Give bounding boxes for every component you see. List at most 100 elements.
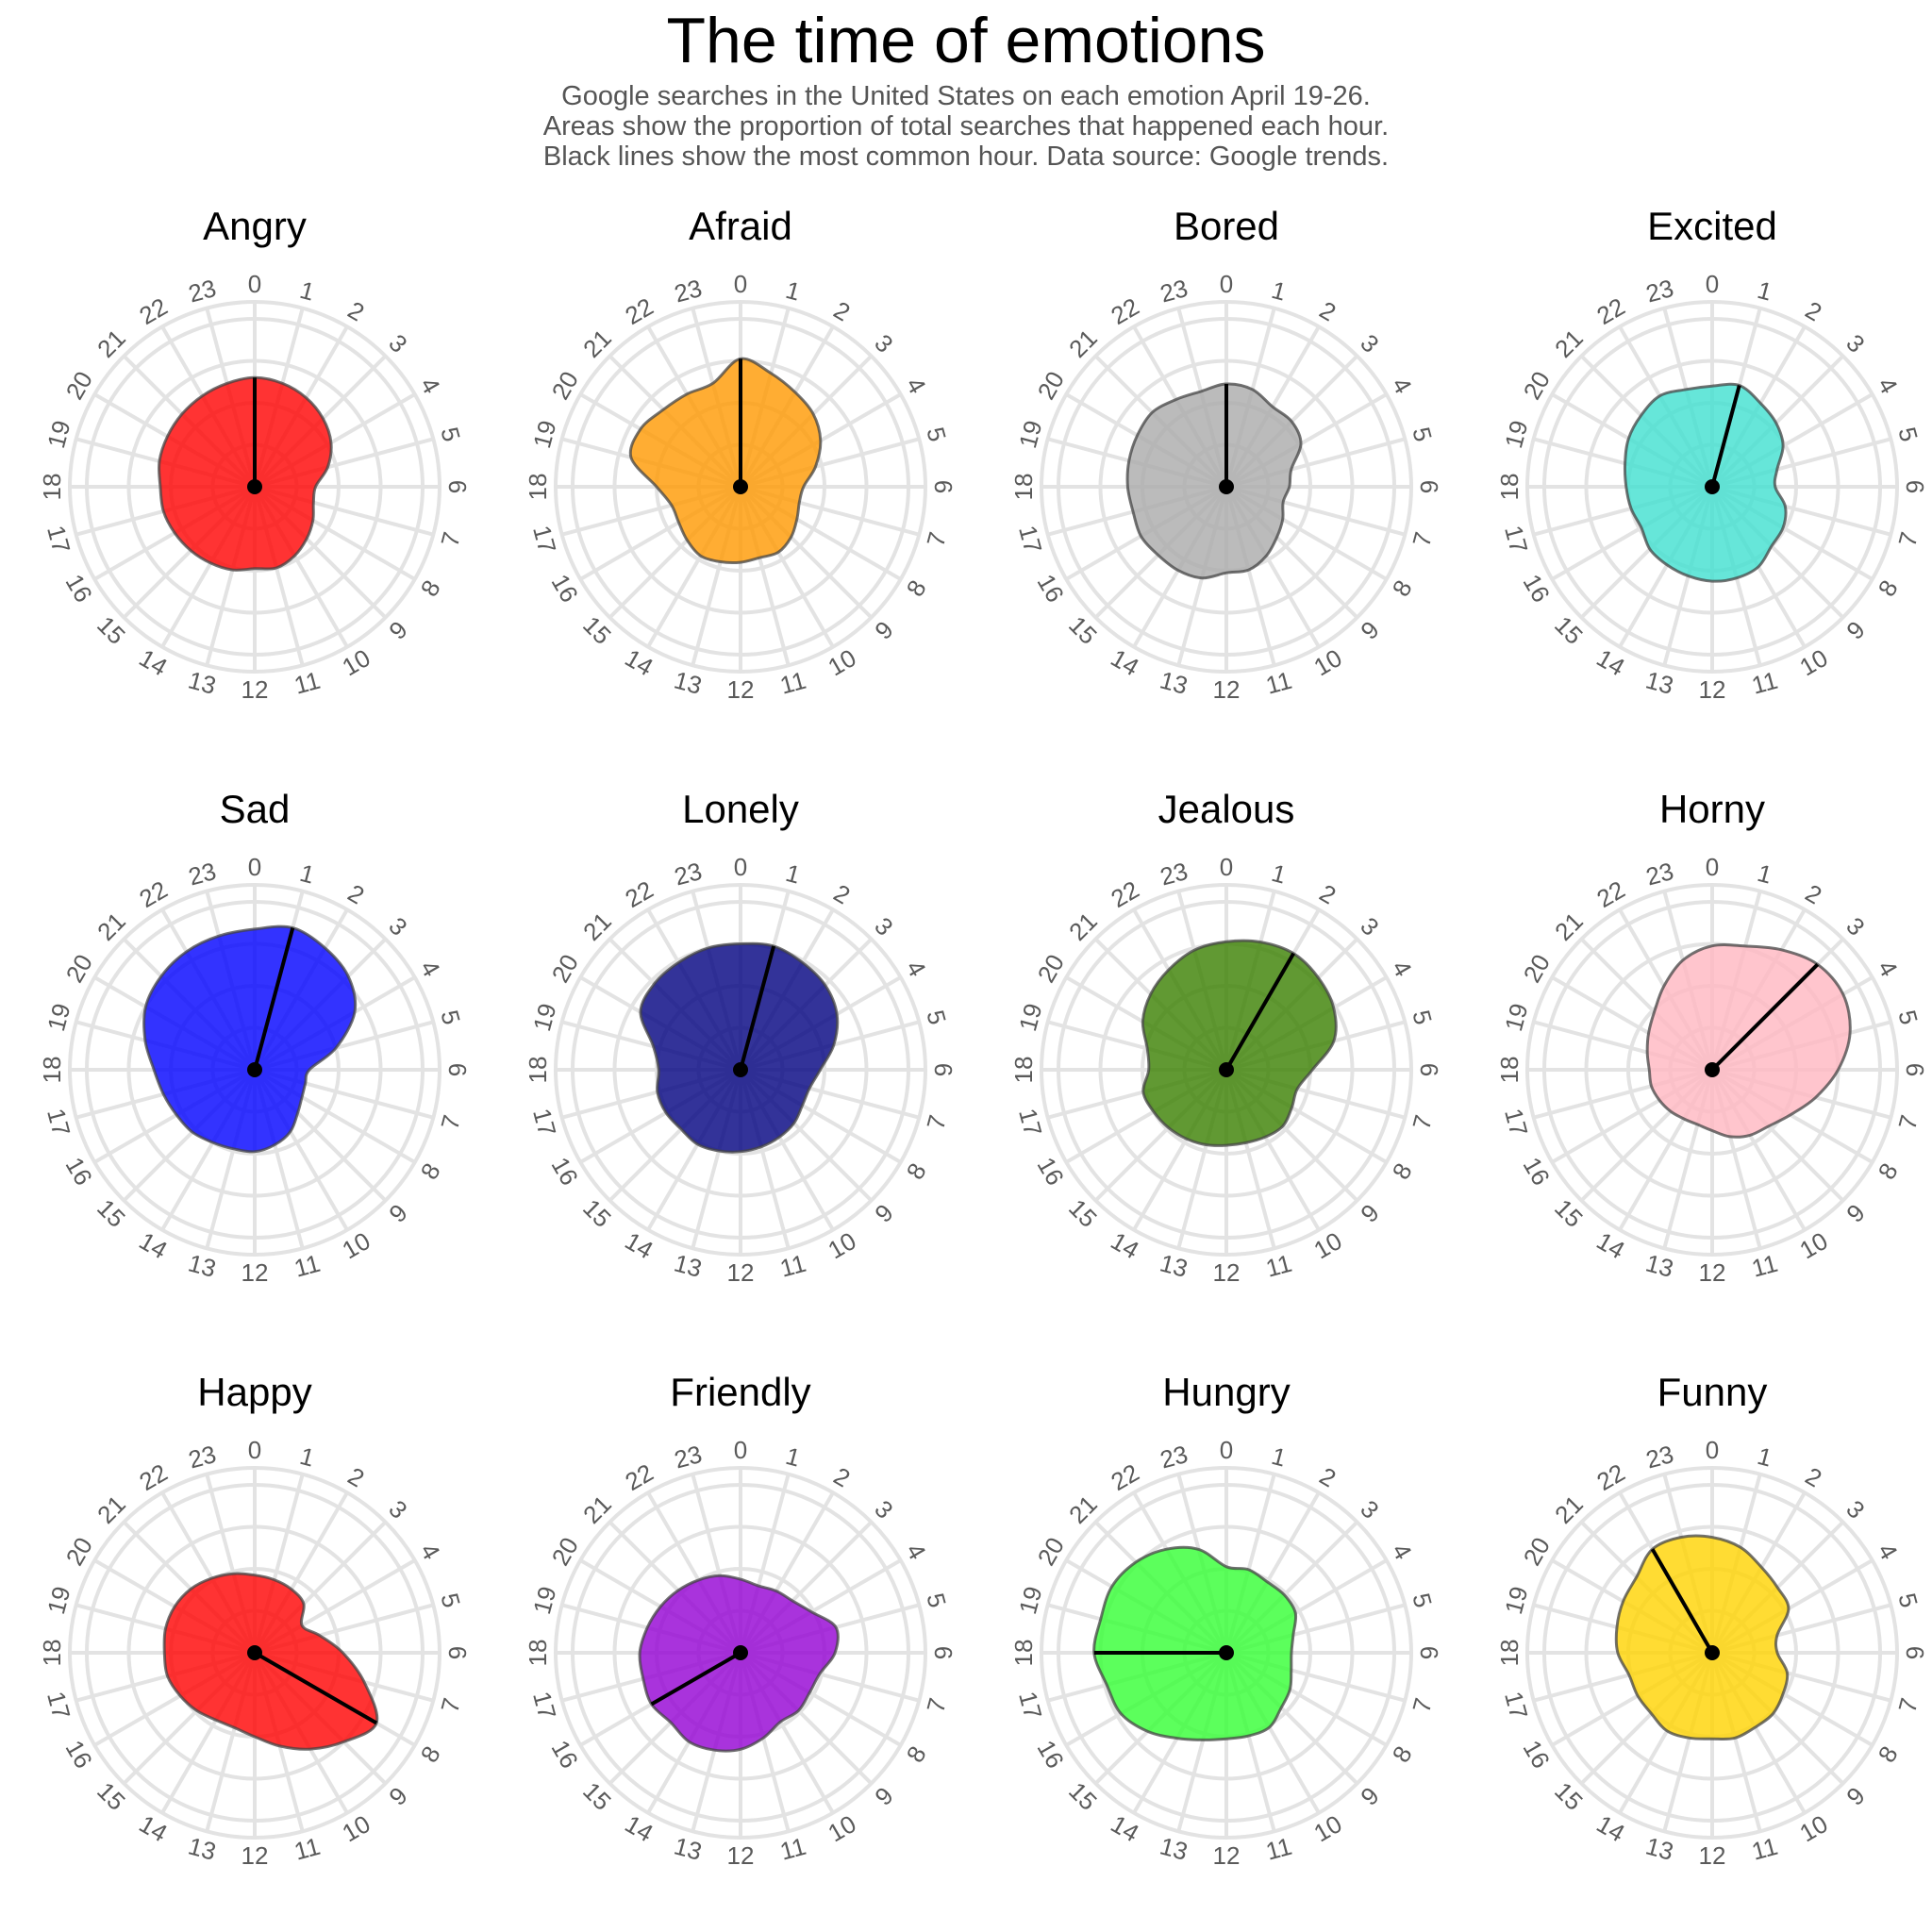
peak-hour-line [1650, 1548, 1714, 1655]
hour-tick-label: 8 [1873, 1741, 1904, 1768]
hour-tick-label: 19 [42, 1001, 75, 1035]
hour-tick-label: 4 [1873, 956, 1904, 982]
hour-tick-label: 11 [1749, 1832, 1781, 1866]
hour-tick-label: 0 [1706, 1436, 1719, 1464]
hour-tick-label: 1 [297, 858, 318, 890]
hour-tick-label: 3 [383, 328, 412, 358]
hour-tick-label: 17 [1013, 1106, 1047, 1140]
hour-tick-label: 4 [1873, 1539, 1904, 1565]
hour-tick-label: 5 [1892, 1007, 1924, 1027]
hour-tick-label: 6 [1901, 480, 1929, 493]
hour-tick-label: 23 [1158, 274, 1191, 308]
hour-tick-label: 17 [42, 1106, 75, 1140]
hour-tick-label: 8 [1387, 1158, 1418, 1185]
hour-tick-label: 8 [415, 1158, 446, 1185]
hour-tick-label: 11 [291, 1249, 324, 1283]
hour-tick-label: 18 [1009, 474, 1038, 501]
hour-tick-label: 6 [443, 1646, 472, 1659]
hour-tick-label: 6 [1415, 1646, 1443, 1659]
hour-tick-label: 0 [1706, 853, 1719, 881]
hour-tick-label: 12 [1699, 1258, 1726, 1287]
hour-tick-label: 7 [435, 1112, 466, 1133]
hour-tick-label: 9 [1355, 615, 1384, 644]
center-dot [1705, 479, 1720, 494]
hour-tick-label: 1 [1755, 275, 1775, 307]
hour-tick-label: 18 [524, 1640, 552, 1667]
peak-hour-line [739, 945, 776, 1071]
hour-tick-label: 7 [921, 529, 952, 550]
hour-tick-label: 3 [1840, 328, 1870, 358]
hour-tick-label: 4 [1873, 373, 1904, 399]
panel-title: Happy [197, 1370, 311, 1414]
panel-title: Friendly [670, 1370, 810, 1414]
hour-tick-label: 0 [1220, 853, 1233, 881]
hour-tick-label: 3 [383, 911, 412, 941]
hour-tick-label: 13 [186, 1248, 220, 1282]
hour-tick-label: 5 [1407, 1007, 1438, 1027]
hour-tick-label: 13 [672, 1248, 706, 1282]
center-dot [247, 1062, 262, 1077]
hour-tick-label: 23 [672, 274, 706, 308]
hour-tick-label: 1 [783, 275, 804, 307]
hour-tick-label: 13 [1643, 1831, 1677, 1865]
hour-tick-label: 3 [1840, 911, 1870, 941]
hour-tick-label: 3 [869, 1494, 898, 1524]
hour-tick-label: 19 [1013, 418, 1047, 452]
hour-tick-label: 3 [1355, 1494, 1384, 1524]
hour-tick-label: 13 [186, 665, 220, 699]
hour-tick-label: 23 [186, 274, 220, 308]
hour-tick-label: 18 [524, 1057, 552, 1084]
hour-tick-label: 18 [524, 474, 552, 501]
hour-tick-label: 12 [242, 1258, 269, 1287]
hour-tick-label: 13 [1643, 665, 1677, 699]
hour-tick-label: 1 [1755, 858, 1775, 890]
hour-tick-label: 0 [1220, 270, 1233, 298]
center-dot [247, 479, 262, 494]
hour-tick-label: 8 [901, 1741, 932, 1768]
hour-tick-label: 4 [901, 373, 932, 399]
hour-tick-label: 11 [777, 1249, 809, 1283]
hour-tick-label: 1 [1269, 858, 1290, 890]
hour-tick-label: 11 [777, 666, 809, 700]
hour-tick-label: 6 [929, 480, 958, 493]
hour-tick-label: 9 [869, 615, 898, 644]
hour-tick-label: 23 [1643, 274, 1677, 308]
hour-tick-label: 0 [734, 1436, 747, 1464]
hour-tick-label: 23 [1643, 857, 1677, 891]
hour-tick-label: 9 [1840, 615, 1870, 644]
hour-tick-label: 1 [297, 275, 318, 307]
hour-tick-label: 5 [435, 1007, 466, 1027]
hour-tick-label: 7 [435, 529, 466, 550]
hour-tick-label: 3 [1840, 1494, 1870, 1524]
hour-tick-label: 18 [1009, 1640, 1038, 1667]
panel-title: Horny [1659, 787, 1765, 831]
emotion-area [1125, 382, 1303, 580]
hour-tick-label: 4 [415, 1539, 446, 1565]
center-dot [1705, 1062, 1720, 1077]
hour-tick-label: 7 [921, 1695, 952, 1716]
peak-hour-line [1710, 962, 1820, 1072]
hour-tick-label: 11 [1263, 666, 1295, 700]
hour-tick-label: 18 [38, 1057, 66, 1084]
hour-tick-label: 19 [1013, 1001, 1047, 1035]
hour-tick-label: 2 [1801, 878, 1827, 909]
hour-tick-label: 8 [415, 1741, 446, 1768]
center-dot [1219, 1645, 1234, 1660]
hour-tick-label: 12 [242, 1841, 269, 1870]
hour-tick-label: 5 [921, 1590, 952, 1610]
center-dot [247, 1645, 262, 1660]
hour-tick-label: 23 [1643, 1440, 1677, 1474]
hour-tick-label: 17 [1499, 1689, 1533, 1723]
hour-tick-label: 6 [929, 1646, 958, 1659]
emotion-area [638, 1574, 840, 1753]
hour-tick-label: 6 [1901, 1646, 1929, 1659]
hour-tick-label: 23 [672, 1440, 706, 1474]
